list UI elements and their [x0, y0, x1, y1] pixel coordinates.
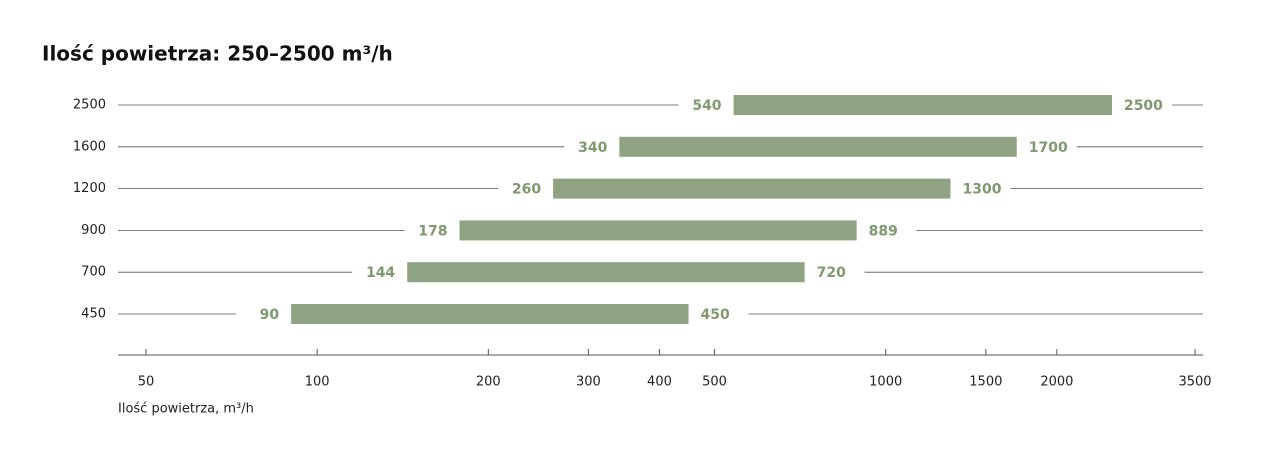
x-tick-label: 300 — [576, 375, 601, 390]
bar — [733, 95, 1112, 115]
x-tick-label: 50 — [138, 375, 155, 390]
value-label: 540 — [692, 98, 721, 114]
category-label: 900 — [81, 223, 106, 238]
x-tick-label: 3500 — [1178, 375, 1211, 390]
value-label: 90 — [260, 307, 280, 323]
x-tick-label: 200 — [476, 375, 501, 390]
category-label: 700 — [81, 265, 106, 280]
x-tick-label: 400 — [647, 375, 672, 390]
category-label: 1200 — [73, 181, 106, 196]
bar — [619, 136, 1017, 157]
bar — [291, 304, 689, 324]
value-label: 260 — [512, 182, 541, 198]
x-tick-label: 100 — [305, 375, 330, 390]
x-tick-label: 2000 — [1040, 375, 1073, 390]
value-label: 340 — [578, 140, 607, 156]
bar — [407, 262, 805, 283]
bar — [553, 178, 951, 199]
value-label: 2500 — [1124, 98, 1163, 114]
value-label: 450 — [701, 307, 730, 323]
category-label: 1600 — [73, 139, 106, 154]
category-label: 450 — [81, 307, 106, 322]
value-label: 889 — [869, 223, 898, 239]
value-label: 178 — [418, 223, 447, 239]
value-label: 720 — [817, 265, 846, 281]
x-tick-label: 1000 — [869, 375, 902, 390]
category-label: 2500 — [73, 98, 106, 113]
value-label: 144 — [366, 265, 395, 281]
x-axis-label: Ilość powietrza, m³/h — [118, 402, 254, 417]
x-tick-label: 1500 — [969, 375, 1002, 390]
bar — [459, 220, 857, 241]
value-label: 1300 — [962, 182, 1001, 198]
chart-title: Ilość powietrza: 250–2500 m³/h — [42, 42, 393, 66]
x-tick-label: 500 — [702, 375, 727, 390]
value-label: 1700 — [1029, 140, 1068, 156]
